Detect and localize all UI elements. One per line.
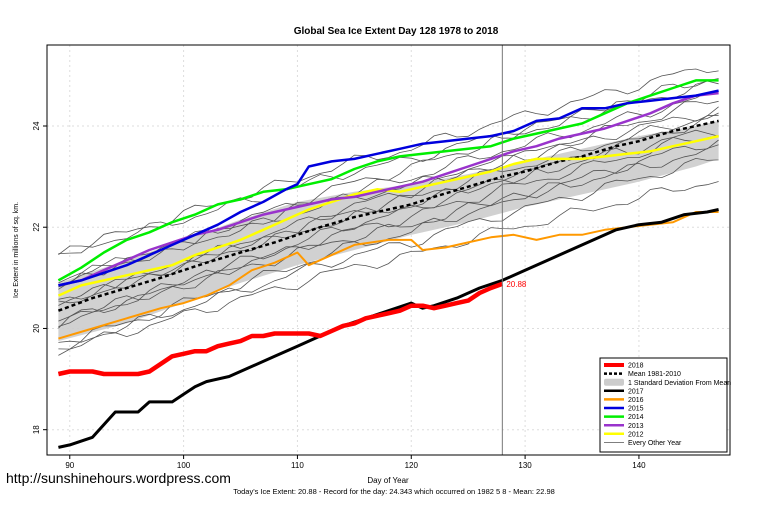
x-tick-label: 90 — [65, 461, 74, 470]
legend-label: 1 Standard Deviation From Mean — [628, 380, 731, 387]
thin-year-line — [58, 100, 719, 304]
chart-title: Global Sea Ice Extent Day 128 1978 to 20… — [294, 26, 499, 37]
series-line-2015 — [58, 89, 719, 287]
thin-year-line — [58, 144, 719, 322]
x-axis: 90 100 110 120 130 140 — [65, 455, 646, 470]
series-line-2016 — [58, 211, 719, 340]
series-line-2012 — [57, 134, 719, 297]
thin-year-line — [58, 139, 719, 350]
x-tick-label: 130 — [518, 461, 532, 470]
series-line-mean-1981-2010 — [57, 119, 719, 312]
y-axis-label: Ice Extent in millions of sq. km. — [13, 202, 20, 298]
series-lines — [57, 79, 719, 449]
legend-label: 2018 — [628, 363, 644, 370]
legend-label: 2017 — [628, 388, 644, 395]
std-dev-band — [58, 120, 719, 342]
legend-label: 2014 — [628, 414, 644, 421]
series-line-2013 — [58, 91, 719, 287]
y-tick-label: 22 — [32, 222, 41, 231]
every-other-year-lines — [58, 68, 719, 356]
footer-summary: Today's Ice Extent: 20.88 - Record for t… — [233, 487, 555, 496]
legend-label: 2013 — [628, 423, 644, 430]
legend-label: Mean 1981-2010 — [628, 371, 681, 378]
legend-label: 2015 — [628, 406, 644, 413]
thin-year-line — [58, 135, 719, 327]
y-tick-label: 24 — [32, 121, 41, 130]
x-tick-label: 100 — [177, 461, 191, 470]
thin-year-line — [58, 157, 719, 343]
y-tick-label: 20 — [32, 323, 41, 332]
series-line-2018 — [57, 281, 504, 377]
std-dev-band-area — [58, 120, 719, 342]
legend-label: Every Other Year — [628, 440, 682, 447]
x-tick-label: 110 — [291, 461, 304, 470]
x-axis-label: Day of Year — [367, 476, 409, 485]
today-value-label: 20.88 — [506, 280, 527, 289]
x-tick-label: 140 — [632, 461, 646, 470]
y-tick-label: 18 — [32, 425, 41, 434]
thin-year-line — [58, 181, 719, 356]
thin-year-line — [58, 114, 719, 329]
plot-frame — [46, 44, 731, 456]
x-tick-label: 120 — [405, 461, 419, 470]
legend-label: 2012 — [628, 431, 644, 438]
y-axis: 18 20 22 24 — [32, 121, 47, 434]
series-line-2014 — [57, 79, 719, 282]
source-url[interactable]: http://sunshinehours.wordpress.com — [6, 470, 231, 486]
legend-label: 2016 — [628, 397, 644, 404]
legend-swatch — [604, 378, 624, 386]
